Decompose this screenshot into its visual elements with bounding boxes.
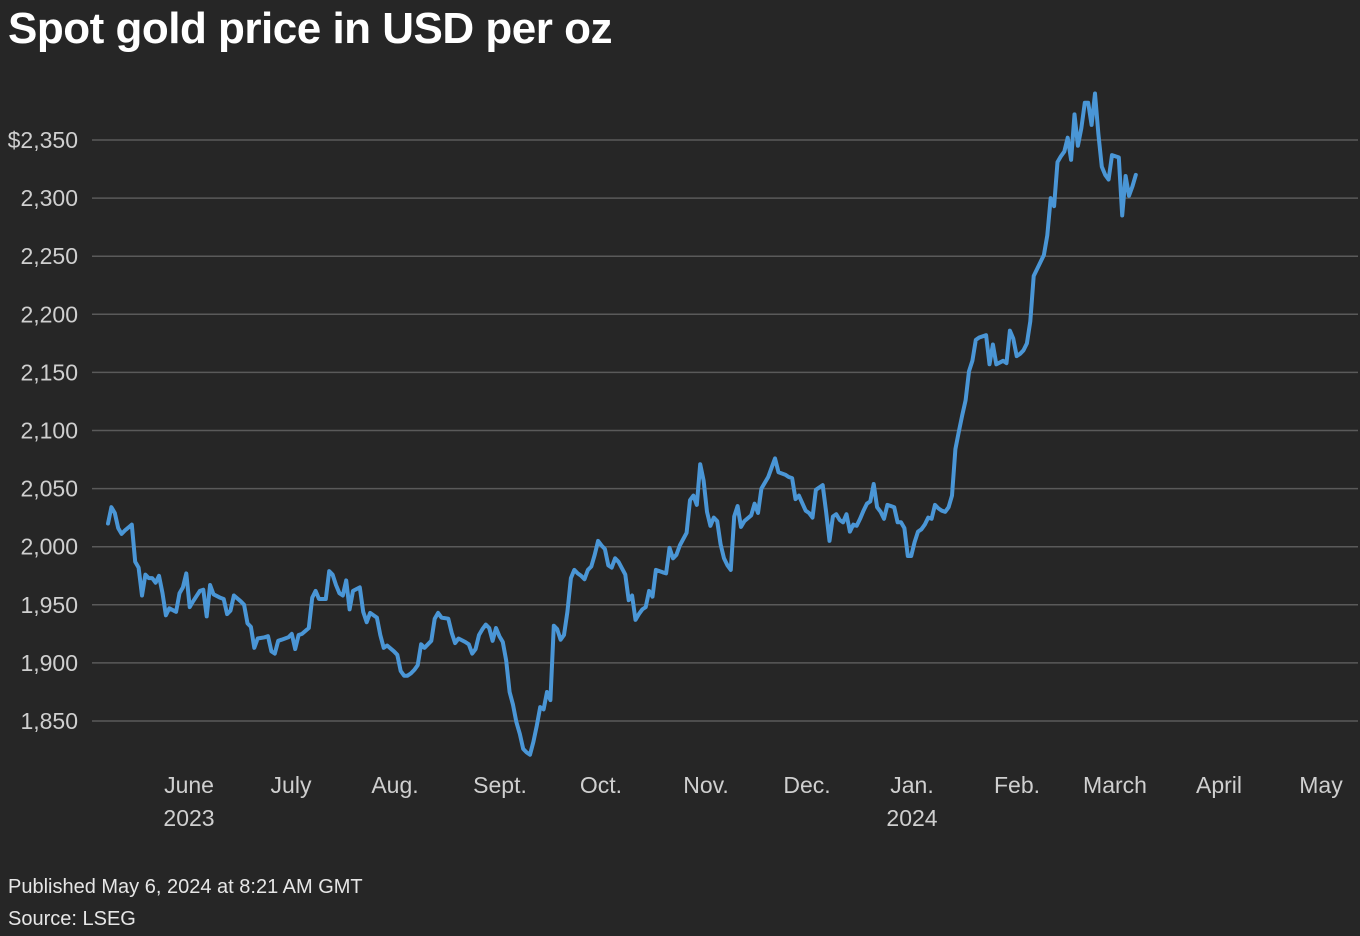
x-tick-label: Nov. [683, 772, 729, 798]
y-tick-label: 2,200 [20, 301, 78, 327]
y-tick-label: $2,350 [8, 127, 78, 153]
source-note: Source: LSEG [8, 908, 136, 930]
y-tick-label: 2,300 [20, 185, 78, 211]
y-tick-label: 2,000 [20, 534, 78, 560]
x-tick-year-label: 2023 [163, 805, 214, 831]
y-tick-label: 2,250 [20, 243, 78, 269]
x-tick-label: July [271, 772, 312, 798]
y-tick-label: 1,950 [20, 592, 78, 618]
x-tick-label: March [1083, 772, 1147, 798]
x-tick-label: Dec. [783, 772, 830, 798]
gridlines [92, 139, 1358, 722]
series-layer [106, 91, 1138, 757]
x-tick-label: Feb. [994, 772, 1040, 798]
y-tick-label: 2,050 [20, 476, 78, 502]
y-tick-label: 2,100 [20, 418, 78, 444]
chart-title: Spot gold price in USD per oz [8, 4, 612, 53]
x-tick-label: May [1299, 772, 1343, 798]
x-axis-ticks: June 2023 July Aug. Sept. Oct. Nov. Dec. Jan. 202… [163, 772, 1343, 831]
y-axis-ticks: 1,850 1,900 1,950 2,000 2,050 2,100 2,150 2,200… [8, 127, 78, 734]
x-tick-label: Jan. [890, 772, 933, 798]
y-tick-label: 2,150 [20, 359, 78, 385]
x-tick-label: Sept. [473, 772, 527, 798]
x-tick-label: June [164, 772, 214, 798]
x-tick-label: Oct. [580, 772, 622, 798]
x-tick-year-label: 2024 [886, 805, 937, 831]
x-tick-label: Aug. [371, 772, 418, 798]
published-note: Published May 6, 2024 at 8:21 AM GMT [8, 876, 363, 898]
x-tick-label: April [1196, 772, 1242, 798]
y-tick-label: 1,850 [20, 708, 78, 734]
series-line-spot-gold [106, 91, 1138, 757]
y-tick-label: 1,900 [20, 650, 78, 676]
